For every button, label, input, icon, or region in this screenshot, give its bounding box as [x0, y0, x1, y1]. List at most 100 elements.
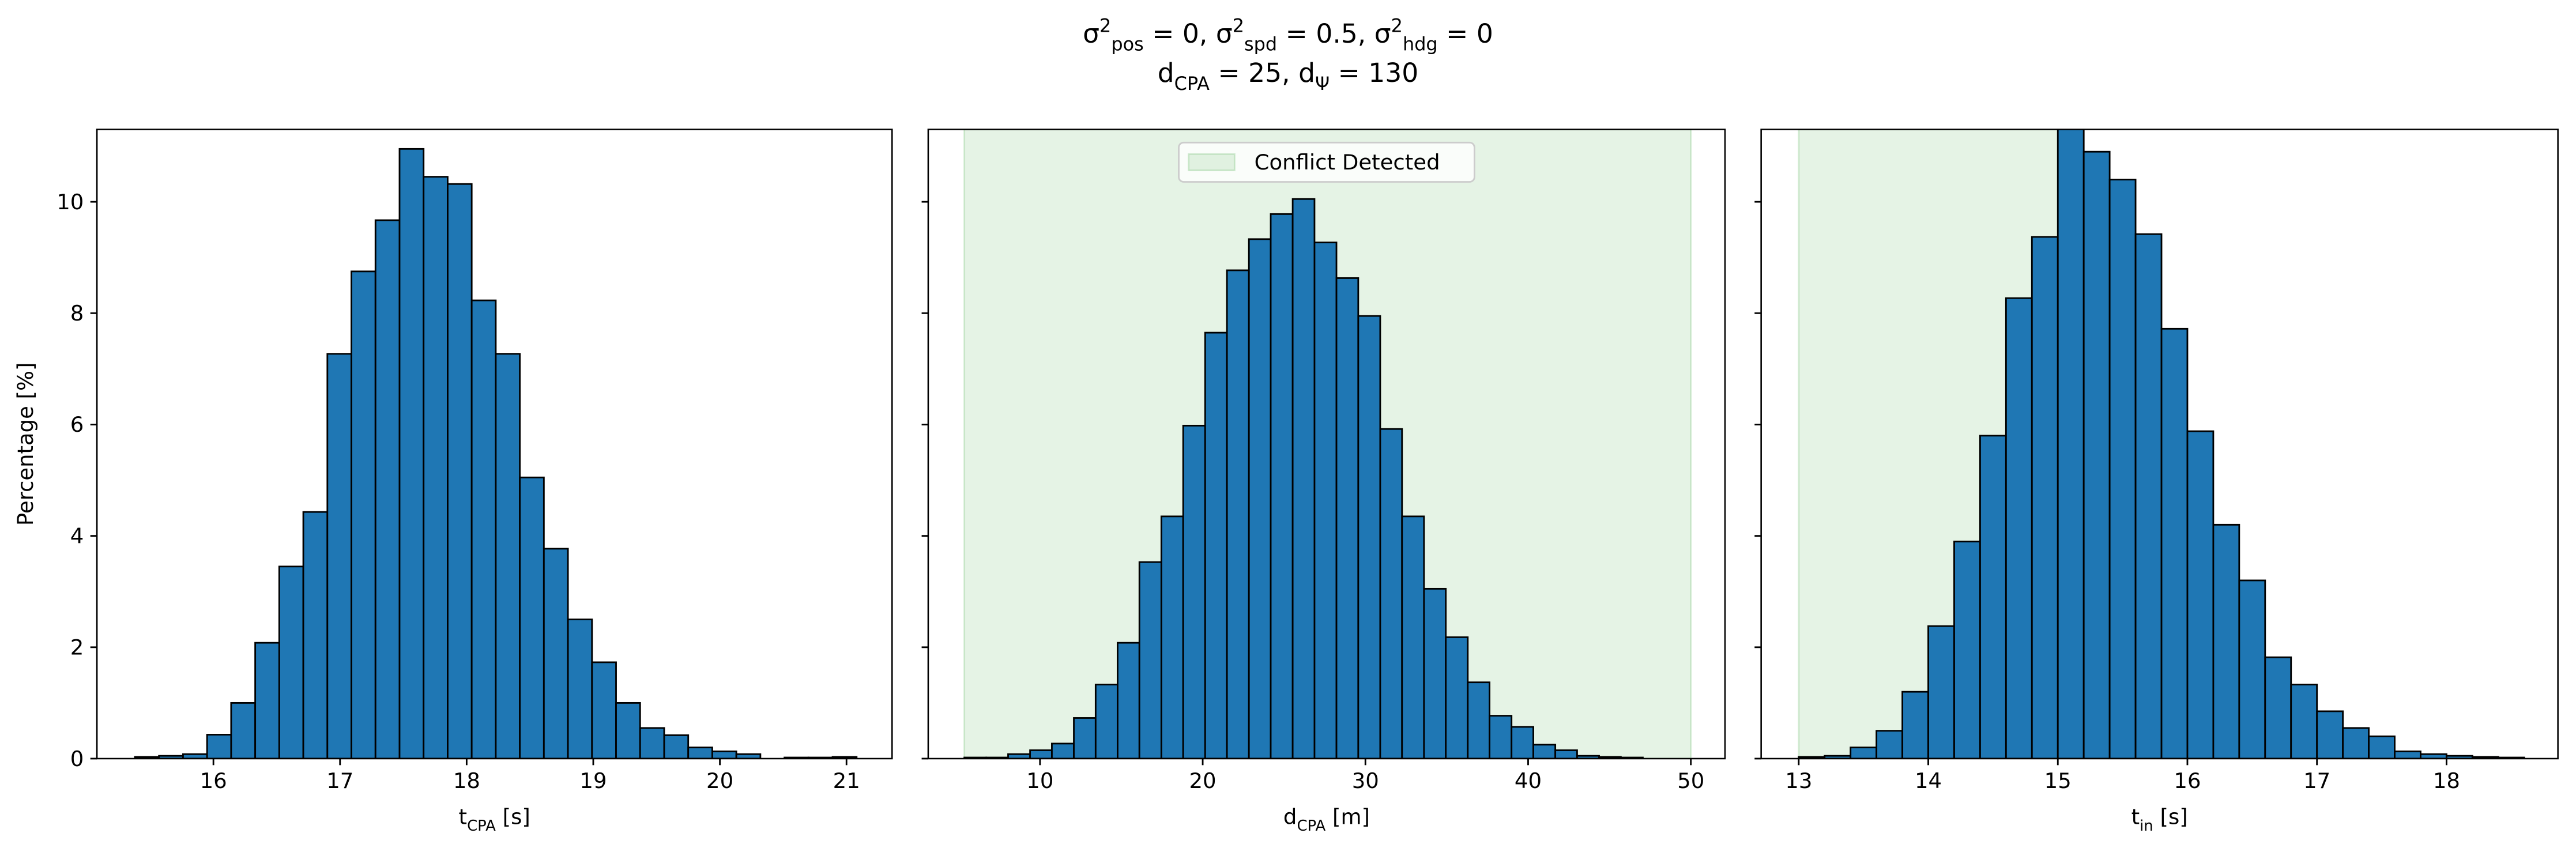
- text-run: in: [2140, 817, 2153, 835]
- x-tick-label: 10: [1026, 768, 1053, 793]
- bar: [2290, 684, 2318, 759]
- bar: [2368, 735, 2396, 759]
- bar: [1335, 277, 1359, 759]
- x-tick-label: 20: [706, 768, 733, 793]
- text-run: σ: [1083, 18, 1099, 49]
- text-run: d: [1158, 58, 1174, 88]
- bar: [1467, 681, 1491, 759]
- bar: [1532, 744, 1557, 759]
- text-run: d: [1283, 805, 1297, 830]
- x-axis-label: tin [s]: [2131, 805, 2188, 835]
- y-tick-label: 10: [57, 190, 84, 214]
- bar: [543, 548, 569, 759]
- text-run: [s]: [2153, 805, 2188, 830]
- text-run: CPA: [467, 817, 496, 835]
- bar: [1248, 238, 1272, 759]
- bar: [2031, 236, 2059, 759]
- bar: [615, 702, 641, 759]
- text-run: = 0, σ: [1144, 18, 1233, 49]
- bar: [1051, 742, 1075, 759]
- bar: [1291, 198, 1316, 759]
- y-tick-label: 4: [70, 523, 84, 548]
- x-tick-label: 17: [2303, 768, 2330, 793]
- legend: Conflict Detected: [1178, 141, 1475, 183]
- x-tick-label: 40: [1515, 768, 1542, 793]
- axes-frame: [1760, 129, 2559, 760]
- bar: [663, 734, 690, 759]
- x-tick-label: 17: [326, 768, 353, 793]
- x-tick-label: 20: [1189, 768, 1216, 793]
- x-axis-label: dCPA [m]: [1283, 805, 1370, 835]
- plot-area: [1798, 129, 2525, 759]
- x-tick-label: 19: [579, 768, 607, 793]
- text-run: spd: [1244, 33, 1277, 55]
- text-run: pos: [1111, 33, 1143, 55]
- legend-label: Conflict Detected: [1255, 150, 1440, 175]
- bar: [1927, 625, 1955, 759]
- bar: [1979, 435, 2007, 759]
- bar: [2082, 150, 2111, 759]
- bar: [374, 219, 401, 759]
- bar: [2238, 579, 2266, 759]
- bar: [1489, 715, 1513, 759]
- y-axis-label: Percentage [%]: [13, 363, 38, 526]
- bar: [1554, 749, 1578, 759]
- bar: [2342, 727, 2370, 759]
- text-run: = 25, d: [1210, 58, 1315, 88]
- bar: [639, 727, 665, 759]
- text-run: t: [459, 805, 468, 830]
- chart-title: σ2pos = 0, σ2spd = 0.5, σ2hdg = 0: [1083, 15, 1493, 55]
- text-run: = 130: [1330, 58, 1418, 88]
- bar: [1073, 717, 1097, 759]
- bar: [1850, 747, 1878, 759]
- x-tick-label: 18: [453, 768, 480, 793]
- subplot: 16 17 18 19 20 21 0 2 4 6 8 10 tCPA [s] Percentage [%…: [13, 129, 893, 835]
- bar: [1901, 691, 1929, 759]
- subplot: 13 14 15 16 17 18 tin [s]: [1754, 129, 2559, 835]
- text-run: = 0.5, σ: [1277, 18, 1391, 49]
- y-tick-label: 8: [70, 301, 84, 326]
- chart-title: dCPA = 25, dΨ = 130: [1158, 58, 1419, 95]
- x-tick-label: 14: [1915, 768, 1942, 793]
- bar: [1953, 540, 1981, 759]
- text-run: CPA: [1174, 73, 1210, 95]
- bar: [591, 661, 617, 759]
- axes-frame: [96, 129, 893, 760]
- bar: [2057, 129, 2085, 759]
- x-tick-label: 30: [1352, 768, 1379, 793]
- x-tick-label: 13: [1785, 768, 1812, 793]
- bar: [1313, 242, 1338, 759]
- bar: [1029, 749, 1053, 759]
- bar: [1875, 730, 1904, 759]
- bar: [398, 148, 425, 759]
- bar: [2186, 430, 2215, 759]
- text-run: Ψ: [1315, 73, 1330, 95]
- bar: [326, 353, 352, 759]
- subplot: 10 20 30 40 50 dCPA [m] Conflict Detected: [921, 129, 1726, 835]
- legend-frame: [1178, 141, 1475, 183]
- bar: [687, 747, 713, 759]
- y-tick-label: 0: [70, 747, 84, 771]
- bar: [351, 270, 376, 759]
- bar: [470, 299, 497, 759]
- plot-area: [134, 148, 858, 759]
- x-tick-label: 16: [200, 768, 227, 793]
- bar: [254, 642, 280, 759]
- x-tick-label: 15: [2044, 768, 2072, 793]
- x-axis-label: tCPA [s]: [459, 805, 530, 835]
- bar: [278, 566, 304, 759]
- bar: [423, 176, 449, 759]
- text-run: 2: [1233, 15, 1244, 37]
- text-run: hdg: [1403, 33, 1438, 55]
- bar: [567, 619, 593, 759]
- axes-frame: [927, 129, 1726, 760]
- x-tick-label: 16: [2174, 768, 2201, 793]
- bar: [1094, 684, 1118, 759]
- bar: [2394, 751, 2421, 759]
- bar: [519, 476, 545, 759]
- legend-swatch: [1188, 153, 1236, 172]
- y-tick-label: 2: [70, 635, 84, 660]
- bar: [1270, 213, 1294, 759]
